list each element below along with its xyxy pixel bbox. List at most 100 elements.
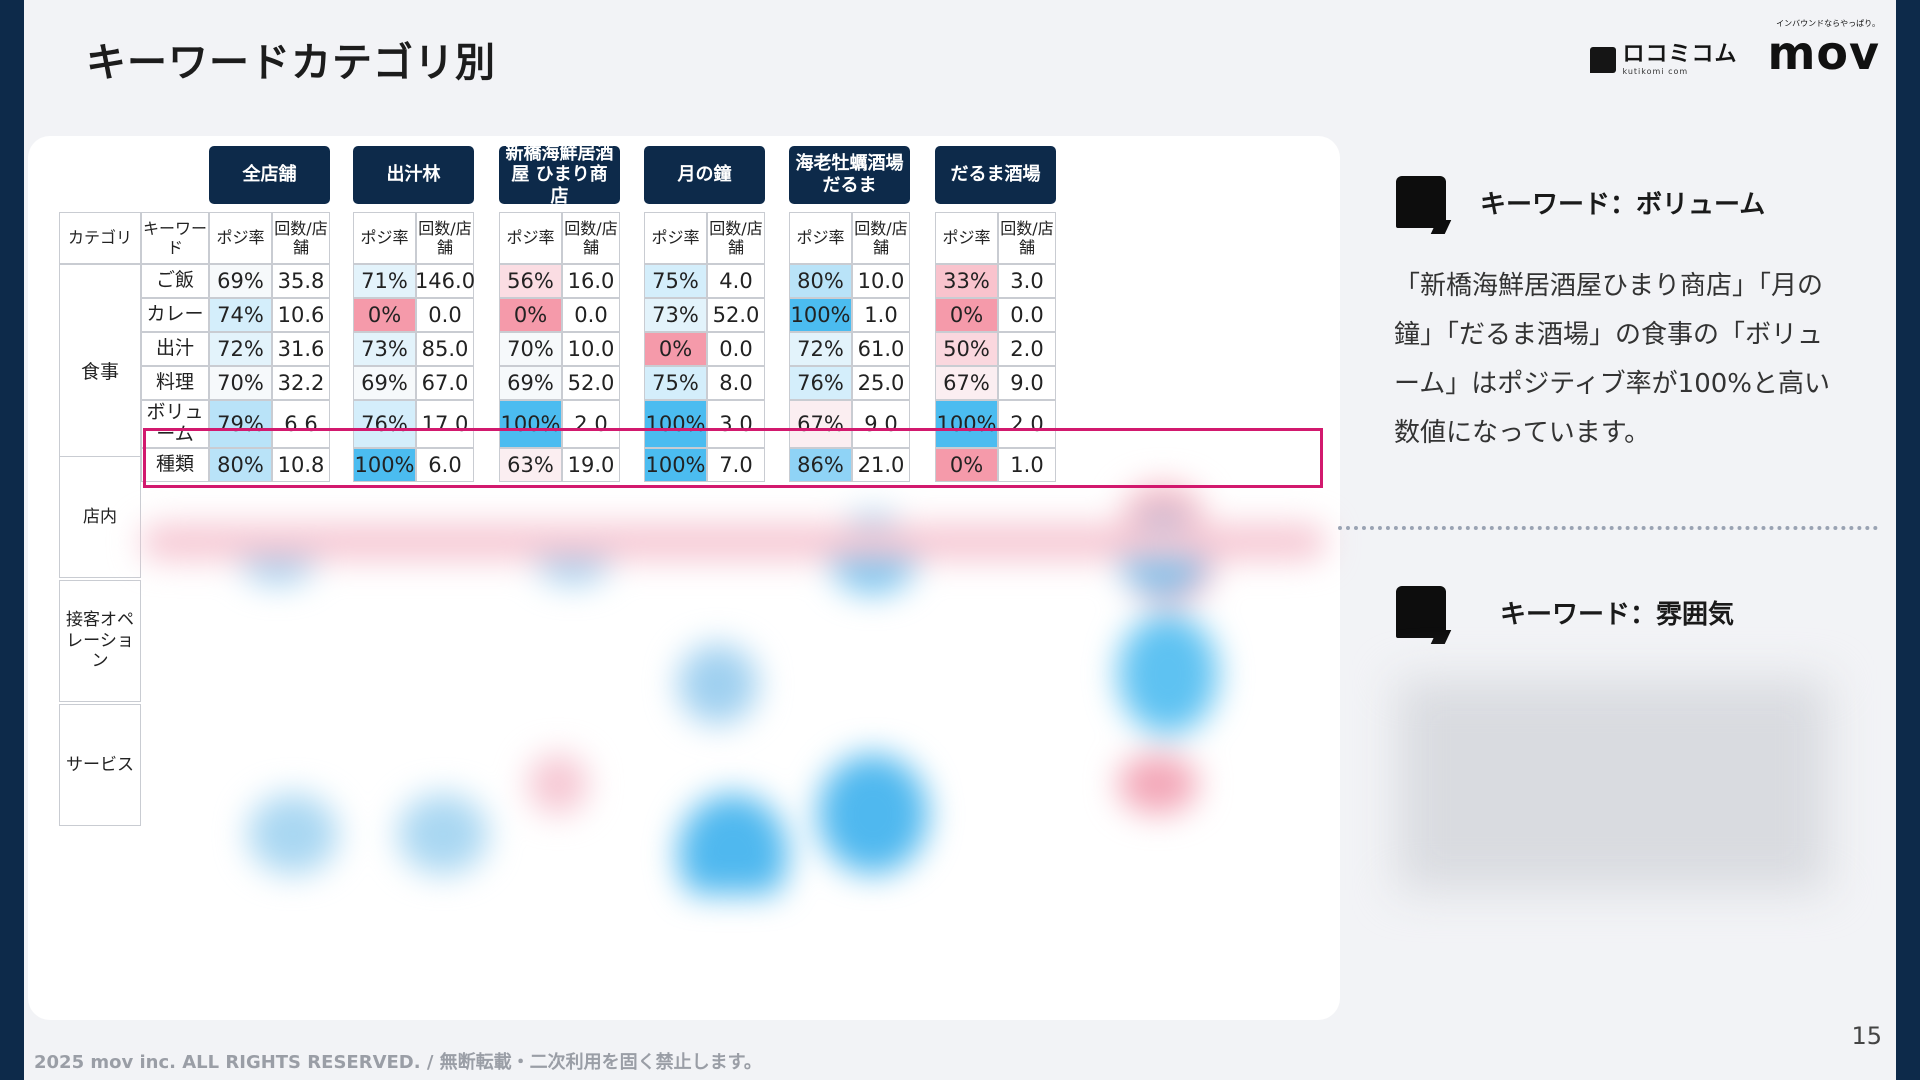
keyword-cell: 料理: [141, 366, 209, 400]
rate-cell: 79%: [209, 400, 272, 448]
kutikomi-logo-text: ロコミコム: [1622, 42, 1738, 67]
count-cell: 25.0: [852, 366, 910, 400]
rate-header: ポジ率: [209, 212, 272, 264]
rate-cell: 70%: [499, 332, 562, 366]
store-header: 月の鐘: [644, 146, 765, 204]
rate-header: ポジ率: [935, 212, 998, 264]
count-header: 回数/店舗: [998, 212, 1056, 264]
store-header: 出汁林: [353, 146, 474, 204]
count-cell: 16.0: [562, 264, 620, 298]
rate-cell: 100%: [499, 400, 562, 448]
table-card: 全店舗 出汁林 新橋海鮮居酒屋 ひまり商店 月の鐘 海老牡蠣酒場 だるま だるま酒場 カテゴ…: [28, 136, 1340, 1020]
count-cell: 85.0: [416, 332, 474, 366]
page-title: キーワードカテゴリ別: [86, 40, 496, 86]
count-cell: 52.0: [707, 298, 765, 332]
count-cell: 6.6: [272, 400, 330, 448]
mov-logo: インバウンドならやっぱり。 mov: [1767, 20, 1880, 77]
category-cell: サービス: [59, 704, 141, 826]
keyword-volume-block: キーワード：ボリューム 「新橋海鮮居酒屋ひまり商店」「月の鐘」「だるま酒場」の食…: [1394, 176, 1834, 458]
store-header: だるま酒場: [935, 146, 1056, 204]
count-cell: 10.0: [852, 264, 910, 298]
rate-cell: 100%: [935, 400, 998, 448]
keyword-volume-title: キーワード：ボリューム: [1480, 189, 1766, 220]
keyword-header: キーワード: [141, 212, 209, 264]
atmosphere-description-blurred: [1378, 660, 1848, 910]
rate-cell: 76%: [353, 400, 416, 448]
keyword-atmosphere-title: キーワード：雰囲気: [1500, 599, 1735, 630]
rate-cell: 72%: [789, 332, 852, 366]
rate-cell: 100%: [644, 448, 707, 482]
count-cell: 1.0: [852, 298, 910, 332]
keyword-atmosphere-block: キーワード：雰囲気: [1396, 586, 1734, 638]
count-cell: 1.0: [998, 448, 1056, 482]
rate-cell: 100%: [353, 448, 416, 482]
rate-cell: 76%: [789, 366, 852, 400]
rate-cell: 67%: [935, 366, 998, 400]
rate-cell: 72%: [209, 332, 272, 366]
count-cell: 2.0: [998, 332, 1056, 366]
rate-cell: 73%: [353, 332, 416, 366]
rate-header: ポジ率: [353, 212, 416, 264]
count-cell: 21.0: [852, 448, 910, 482]
count-cell: 8.0: [707, 366, 765, 400]
rate-cell: 71%: [353, 264, 416, 298]
count-cell: 0.0: [562, 298, 620, 332]
rate-header: ポジ率: [644, 212, 707, 264]
rate-cell: 70%: [209, 366, 272, 400]
count-cell: 7.0: [707, 448, 765, 482]
count-cell: 10.6: [272, 298, 330, 332]
rate-cell: 67%: [789, 400, 852, 448]
slide: キーワードカテゴリ別 ロコミコム kutikomi com インバウンドならやっ…: [24, 0, 1896, 1080]
keyword-cell: 種類: [141, 448, 209, 482]
count-cell: 9.0: [852, 400, 910, 448]
rate-cell: 74%: [209, 298, 272, 332]
count-cell: 2.0: [562, 400, 620, 448]
rate-cell: 69%: [353, 366, 416, 400]
section-divider: [1338, 526, 1878, 530]
rate-cell: 73%: [644, 298, 707, 332]
count-cell: 61.0: [852, 332, 910, 366]
count-cell: 2.0: [998, 400, 1056, 448]
count-cell: 31.6: [272, 332, 330, 366]
count-cell: 9.0: [998, 366, 1056, 400]
count-cell: 52.0: [562, 366, 620, 400]
category-cell-food: 食事: [59, 264, 141, 482]
rate-cell: 100%: [644, 400, 707, 448]
category-header: カテゴリ: [59, 212, 141, 264]
count-cell: 146.0: [415, 264, 475, 298]
count-cell: 32.2: [272, 366, 330, 400]
rate-cell: 0%: [499, 298, 562, 332]
rate-cell: 80%: [209, 448, 272, 482]
rate-cell: 75%: [644, 366, 707, 400]
rate-cell: 80%: [789, 264, 852, 298]
count-header: 回数/店舗: [852, 212, 910, 264]
rate-cell: 56%: [499, 264, 562, 298]
count-cell: 3.0: [998, 264, 1056, 298]
count-cell: 4.0: [707, 264, 765, 298]
rate-header: ポジ率: [789, 212, 852, 264]
keyword-cell: ご飯: [141, 264, 209, 298]
rate-header: ポジ率: [499, 212, 562, 264]
rate-cell: 0%: [353, 298, 416, 332]
keyword-cell: カレー: [141, 298, 209, 332]
count-cell: 0.0: [707, 332, 765, 366]
count-cell: 6.0: [416, 448, 474, 482]
speech-bubble-icon: [1590, 47, 1617, 73]
count-header: 回数/店舗: [416, 212, 474, 264]
keyword-cell: ボリューム: [141, 400, 209, 448]
category-cell: 店内: [59, 456, 141, 578]
count-cell: 0.0: [416, 298, 474, 332]
rate-cell: 33%: [935, 264, 998, 298]
count-cell: 0.0: [998, 298, 1056, 332]
count-cell: 67.0: [416, 366, 474, 400]
count-header: 回数/店舗: [272, 212, 330, 264]
count-header: 回数/店舗: [707, 212, 765, 264]
store-header: 海老牡蠣酒場 だるま: [789, 146, 910, 204]
count-cell: 35.8: [272, 264, 330, 298]
rate-cell: 63%: [499, 448, 562, 482]
count-cell: 10.0: [562, 332, 620, 366]
count-cell: 17.0: [416, 400, 474, 448]
rate-cell: 50%: [935, 332, 998, 366]
rate-cell: 86%: [789, 448, 852, 482]
rate-cell: 0%: [935, 298, 998, 332]
